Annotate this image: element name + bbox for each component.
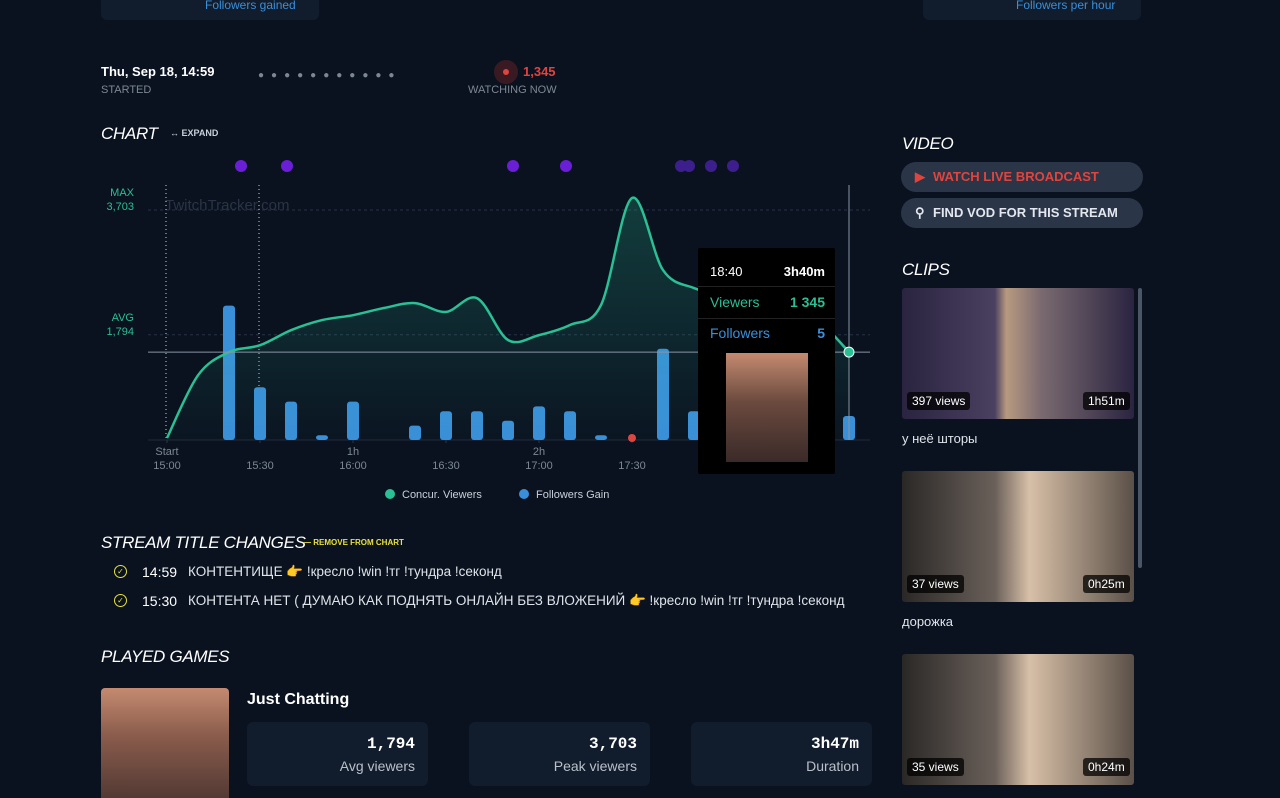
expand-label[interactable]: EXPAND: [181, 128, 219, 138]
clip-views: 35 views: [907, 758, 964, 776]
game-stat-card: [469, 722, 650, 786]
game-stat-label: Peak viewers: [553, 758, 637, 774]
remove-label[interactable]: REMOVE FROM CHART: [313, 538, 404, 547]
change-time: 15:30: [142, 593, 178, 609]
event-dots: [235, 160, 739, 172]
hover-point: [843, 346, 855, 358]
started-time: Thu, Sep 18, 14:59: [101, 64, 215, 79]
game-stat-value: 3h47m: [810, 735, 859, 753]
y-tick-label: 3,703: [106, 201, 134, 213]
chart-heading: CHART: [101, 124, 158, 143]
legend-label: Concur. Viewers: [402, 489, 482, 501]
x-tick-label: 16:30: [432, 460, 460, 472]
vod-label[interactable]: FIND VOD FOR THIS STREAM: [933, 205, 1118, 220]
clip-duration: 0h24m: [1083, 758, 1130, 776]
tooltip: 18:40 3h40m Viewers 1 345 Followers 5: [698, 248, 835, 474]
y-tick-label: 1,794: [106, 326, 134, 338]
game-stat-value: 1,794: [366, 735, 415, 753]
scrollbar: [1138, 288, 1142, 568]
check-icon: ✓: [114, 594, 127, 607]
stat-card: Followers gained: [101, 0, 319, 20]
game-box-art: [101, 688, 229, 798]
x-tick-top: 1h: [347, 446, 359, 458]
x-tick-label: 15:00: [153, 460, 181, 472]
tooltip-followers-label: Followers: [710, 325, 770, 341]
clip-views: 397 views: [907, 392, 971, 410]
y-tick-name: AVG: [112, 312, 134, 324]
game-stat-label: Avg viewers: [339, 758, 415, 774]
expand-button[interactable]: ↔ EXPAND: [170, 128, 219, 138]
x-tick-label: 17:00: [525, 460, 553, 472]
legend-label: Followers Gain: [536, 489, 609, 501]
tooltip-viewers-label: Viewers: [710, 294, 760, 310]
clip-title[interactable]: дорожка: [902, 614, 954, 629]
game-art: [726, 353, 808, 462]
card-label: Followers per hour: [1016, 0, 1116, 12]
x-tick-top: Start: [155, 446, 178, 458]
change-text: КОНТЕНТА НЕТ ( ДУМАЮ КАК ПОДНЯТЬ ОНЛАЙН …: [188, 593, 845, 608]
tooltip-time: 18:40: [710, 264, 743, 279]
clip-views: 37 views: [907, 575, 964, 593]
title-changes-heading: STREAM TITLE CHANGES: [101, 533, 306, 552]
clips-heading: CLIPS: [902, 260, 950, 279]
tooltip-elapsed: 3h40m: [783, 264, 825, 279]
remove-button[interactable]: — REMOVE FROM CHART: [303, 538, 404, 547]
annotation-text: КОНТЕНТИЩЕ 👉 !кресло !win !...: [166, 187, 180, 384]
game-stat-value: 3,703: [588, 735, 637, 753]
watching-label: WATCHING NOW: [468, 84, 557, 96]
stat-card: Followers per hour: [923, 0, 1141, 20]
live-icon: [494, 60, 518, 84]
x-tick-top: 2h: [533, 446, 545, 458]
watermark: TwitchTracker.com: [165, 197, 289, 214]
clip-title[interactable]: у неё шторы: [902, 431, 978, 446]
area: [167, 197, 849, 440]
x-tick-label: 16:00: [339, 460, 367, 472]
watch-button[interactable]: ▶ WATCH LIVE BROADCAST: [901, 162, 1143, 192]
change-time: 14:59: [142, 564, 178, 580]
game-name: Just Chatting: [247, 691, 350, 708]
games-heading: PLAYED GAMES: [101, 647, 230, 666]
check-icon: ✓: [114, 565, 127, 578]
y-tick-name: MAX: [110, 187, 135, 199]
game-stat-label: Duration: [806, 758, 859, 774]
game-stat-card: [247, 722, 428, 786]
clip-duration: 0h25m: [1083, 575, 1130, 593]
video-heading: VIDEO: [902, 134, 954, 153]
legend-marker: [519, 489, 529, 499]
x-tick-label: 15:30: [246, 460, 274, 472]
x-tick-label: 17:30: [618, 460, 646, 472]
game-stat-card: [691, 722, 872, 786]
vod-button[interactable]: ⚲ FIND VOD FOR THIS STREAM: [901, 198, 1143, 228]
card-label: Followers gained: [205, 0, 296, 12]
started-label: STARTED: [101, 84, 152, 96]
tooltip-viewers: 1 345: [789, 294, 825, 310]
legend-marker: [385, 489, 395, 499]
tooltip-followers: 5: [817, 325, 825, 341]
progress-dots: ●●●●●●●●●●●: [258, 70, 402, 81]
watching-count: 1,345: [523, 64, 556, 79]
clip-duration: 1h51m: [1083, 392, 1130, 410]
change-text: КОНТЕНТИЩЕ 👉 !кресло !win !тг !тундра !с…: [188, 564, 502, 579]
chart: TwitchTracker.com MAX 3,703 AVG 1,794 Start 1…: [106, 160, 870, 501]
watch-label[interactable]: WATCH LIVE BROADCAST: [933, 169, 1099, 184]
